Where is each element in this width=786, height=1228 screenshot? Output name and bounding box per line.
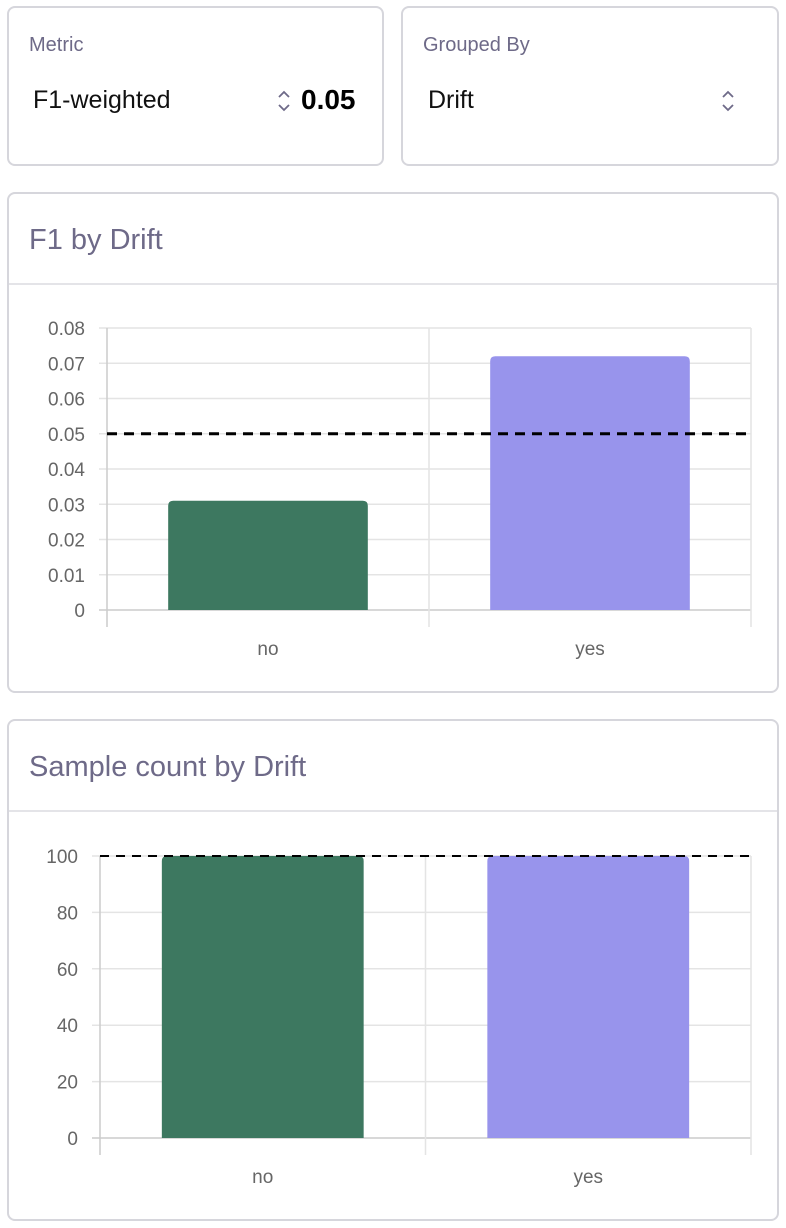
metric-select[interactable]: Metric F1-weighted 0.05: [7, 6, 384, 166]
y-tick-label: 60: [57, 960, 78, 981]
bar-no: [161, 856, 364, 1138]
y-tick-label: 0.04: [48, 460, 85, 481]
grouped-by-select[interactable]: Grouped By Drift: [401, 6, 779, 166]
bar-yes: [487, 856, 690, 1138]
x-tick-label: no: [257, 639, 278, 660]
x-tick-label: yes: [573, 1167, 603, 1188]
grouped-by-value: Drift: [428, 86, 474, 114]
metric-value: F1-weighted: [33, 86, 171, 114]
y-tick-label: 0.08: [48, 319, 85, 340]
y-tick-label: 0.01: [48, 566, 85, 587]
x-tick-label: no: [252, 1167, 273, 1188]
threshold-value[interactable]: 0.05: [301, 84, 356, 115]
y-tick-label: 0.03: [48, 495, 85, 516]
bar-yes: [490, 356, 690, 610]
chart-title: Sample count by Drift: [29, 751, 307, 783]
y-tick-label: 0.02: [48, 531, 85, 552]
x-tick-label: yes: [575, 639, 605, 660]
chevron-updown-icon[interactable]: [277, 88, 291, 114]
chart-title: F1 by Drift: [29, 224, 163, 256]
y-tick-label: 0.07: [48, 354, 85, 375]
grouped-by-label: Grouped By: [423, 34, 530, 56]
y-tick-label: 20: [57, 1073, 78, 1094]
y-tick-label: 100: [46, 847, 78, 868]
divider: [9, 810, 777, 812]
y-tick-label: 0.05: [48, 425, 85, 446]
divider: [9, 283, 777, 285]
y-tick-label: 0: [74, 601, 85, 622]
metric-label: Metric: [29, 34, 84, 56]
y-tick-label: 80: [57, 903, 78, 924]
y-tick-label: 40: [57, 1016, 78, 1037]
y-tick-label: 0.06: [48, 390, 85, 411]
y-tick-label: 0: [67, 1129, 78, 1150]
chevron-updown-icon[interactable]: [721, 88, 735, 114]
bar-no: [168, 500, 368, 610]
